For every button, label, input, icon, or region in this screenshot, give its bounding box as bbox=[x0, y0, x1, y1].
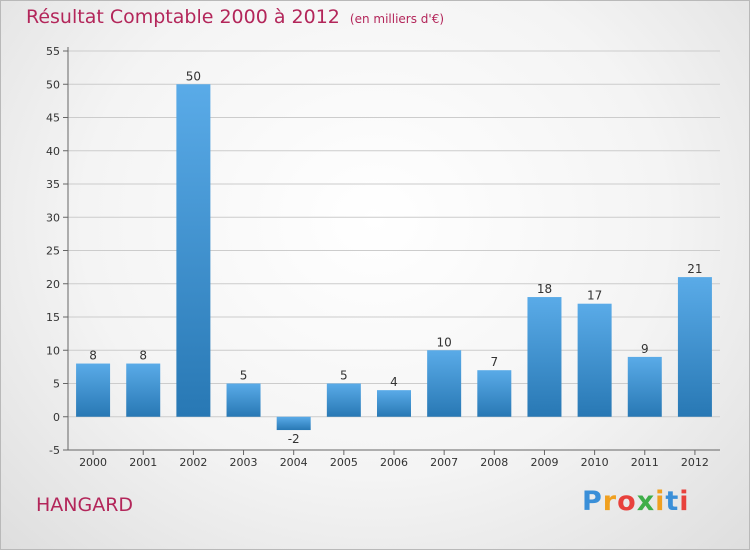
y-tick-label: 30 bbox=[46, 211, 60, 224]
logo-letter: r bbox=[602, 486, 618, 517]
proxiti-logo[interactable]: Proxiti bbox=[582, 486, 690, 517]
y-tick-label: 10 bbox=[46, 344, 60, 357]
data-label: 17 bbox=[587, 289, 602, 303]
x-tick-label: 2003 bbox=[230, 456, 258, 469]
logo-letter: t bbox=[665, 486, 680, 517]
logo-letter: i bbox=[679, 486, 690, 517]
data-label: 50 bbox=[186, 69, 201, 83]
x-tick-label: 2001 bbox=[129, 456, 157, 469]
x-tick-label: 2002 bbox=[179, 456, 207, 469]
data-label: 8 bbox=[139, 349, 147, 363]
y-tick-label: 55 bbox=[46, 45, 60, 58]
bar bbox=[577, 303, 612, 417]
logo-letter: i bbox=[655, 486, 666, 517]
y-tick-label: 15 bbox=[46, 311, 60, 324]
bar bbox=[527, 297, 562, 417]
data-label: 7 bbox=[490, 355, 498, 369]
logo-letter: P bbox=[582, 486, 603, 517]
x-tick-label: 2006 bbox=[380, 456, 408, 469]
bar bbox=[226, 383, 261, 417]
x-tick-label: 2008 bbox=[480, 456, 508, 469]
bar bbox=[677, 277, 712, 417]
data-label: -2 bbox=[288, 432, 300, 446]
x-tick-label: 2009 bbox=[530, 456, 558, 469]
y-tick-label: 40 bbox=[46, 145, 60, 158]
y-tick-label: 20 bbox=[46, 278, 60, 291]
bar bbox=[76, 363, 111, 417]
chart-title: Résultat Comptable 2000 à 2012 (en millie… bbox=[26, 6, 444, 28]
data-label: 18 bbox=[537, 282, 552, 296]
data-label: 21 bbox=[687, 262, 702, 276]
commune-name: HANGARD bbox=[36, 494, 134, 516]
x-tick-label: 2012 bbox=[681, 456, 709, 469]
y-tick-label: 5 bbox=[53, 378, 60, 391]
bar bbox=[377, 390, 411, 417]
y-tick-label: 35 bbox=[46, 178, 60, 191]
bar bbox=[326, 383, 361, 417]
y-tick-label: 50 bbox=[46, 78, 60, 91]
bar bbox=[126, 363, 161, 417]
x-tick-label: 2007 bbox=[430, 456, 458, 469]
data-label: 9 bbox=[641, 342, 649, 356]
logo-letter: o bbox=[617, 486, 637, 517]
logo-letter: x bbox=[636, 486, 656, 517]
x-tick-label: 2004 bbox=[280, 456, 308, 469]
bar bbox=[427, 350, 462, 417]
x-tick-label: 2000 bbox=[79, 456, 107, 469]
data-label: 5 bbox=[240, 369, 248, 383]
x-tick-label: 2005 bbox=[330, 456, 358, 469]
data-label: 4 bbox=[390, 375, 398, 389]
bar bbox=[276, 416, 311, 431]
y-tick-label: 45 bbox=[46, 112, 60, 125]
chart-title-main: Résultat Comptable 2000 à 2012 bbox=[26, 6, 340, 28]
y-tick-label: 0 bbox=[53, 411, 60, 424]
data-label: 8 bbox=[89, 349, 97, 363]
bar bbox=[477, 370, 512, 417]
y-tick-label: -5 bbox=[49, 444, 60, 457]
x-tick-label: 2010 bbox=[581, 456, 609, 469]
y-tick-label: 25 bbox=[46, 245, 60, 258]
bar bbox=[176, 84, 211, 417]
data-label: 10 bbox=[437, 335, 452, 349]
bar bbox=[627, 356, 662, 417]
x-tick-label: 2011 bbox=[631, 456, 659, 469]
chart-title-unit: (en milliers d'€) bbox=[349, 12, 445, 26]
data-label: 5 bbox=[340, 369, 348, 383]
